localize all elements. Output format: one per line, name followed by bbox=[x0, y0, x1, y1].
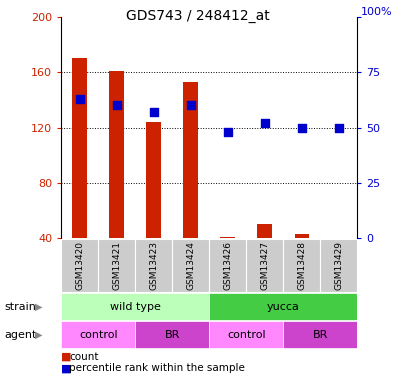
FancyBboxPatch shape bbox=[209, 293, 357, 320]
Text: percentile rank within the sample: percentile rank within the sample bbox=[69, 363, 245, 374]
Point bbox=[336, 124, 342, 130]
FancyBboxPatch shape bbox=[172, 238, 209, 292]
Point bbox=[188, 102, 194, 108]
Point bbox=[225, 129, 231, 135]
Bar bbox=[147, 122, 161, 238]
Bar bbox=[295, 234, 309, 238]
Text: GSM13420: GSM13420 bbox=[75, 241, 84, 290]
FancyBboxPatch shape bbox=[284, 321, 357, 348]
Point bbox=[262, 120, 268, 126]
Text: GSM13424: GSM13424 bbox=[186, 241, 196, 290]
FancyBboxPatch shape bbox=[61, 293, 209, 320]
Text: yucca: yucca bbox=[267, 302, 300, 312]
FancyBboxPatch shape bbox=[61, 321, 135, 348]
FancyBboxPatch shape bbox=[209, 238, 246, 292]
Text: BR: BR bbox=[165, 330, 180, 340]
Text: agent: agent bbox=[4, 330, 36, 340]
Text: BR: BR bbox=[313, 330, 328, 340]
Text: GSM13421: GSM13421 bbox=[112, 241, 121, 290]
Bar bbox=[258, 224, 272, 238]
FancyBboxPatch shape bbox=[246, 238, 283, 292]
Bar bbox=[109, 71, 124, 238]
FancyBboxPatch shape bbox=[135, 321, 209, 348]
FancyBboxPatch shape bbox=[320, 238, 357, 292]
FancyBboxPatch shape bbox=[98, 238, 135, 292]
Text: ▶: ▶ bbox=[35, 330, 42, 340]
Bar bbox=[220, 237, 235, 238]
Text: GDS743 / 248412_at: GDS743 / 248412_at bbox=[126, 9, 269, 23]
Text: strain: strain bbox=[4, 302, 36, 312]
Text: GSM13423: GSM13423 bbox=[149, 241, 158, 290]
Text: GSM13428: GSM13428 bbox=[297, 241, 307, 290]
Bar bbox=[72, 58, 87, 238]
Text: ▶: ▶ bbox=[35, 302, 42, 312]
FancyBboxPatch shape bbox=[135, 238, 172, 292]
Point bbox=[77, 96, 83, 102]
Text: count: count bbox=[69, 352, 99, 362]
Text: ■: ■ bbox=[61, 352, 72, 362]
Text: GSM13429: GSM13429 bbox=[335, 241, 344, 290]
FancyBboxPatch shape bbox=[61, 238, 98, 292]
FancyBboxPatch shape bbox=[209, 321, 284, 348]
Text: control: control bbox=[79, 330, 118, 340]
Point bbox=[114, 102, 120, 108]
Point bbox=[299, 124, 305, 130]
FancyBboxPatch shape bbox=[284, 238, 320, 292]
Text: GSM13426: GSM13426 bbox=[223, 241, 232, 290]
Text: control: control bbox=[227, 330, 266, 340]
Point bbox=[150, 109, 157, 115]
Text: wild type: wild type bbox=[110, 302, 161, 312]
Text: ■: ■ bbox=[61, 363, 72, 374]
Text: GSM13427: GSM13427 bbox=[260, 241, 269, 290]
Text: 100%: 100% bbox=[360, 7, 392, 17]
Bar bbox=[183, 82, 198, 238]
